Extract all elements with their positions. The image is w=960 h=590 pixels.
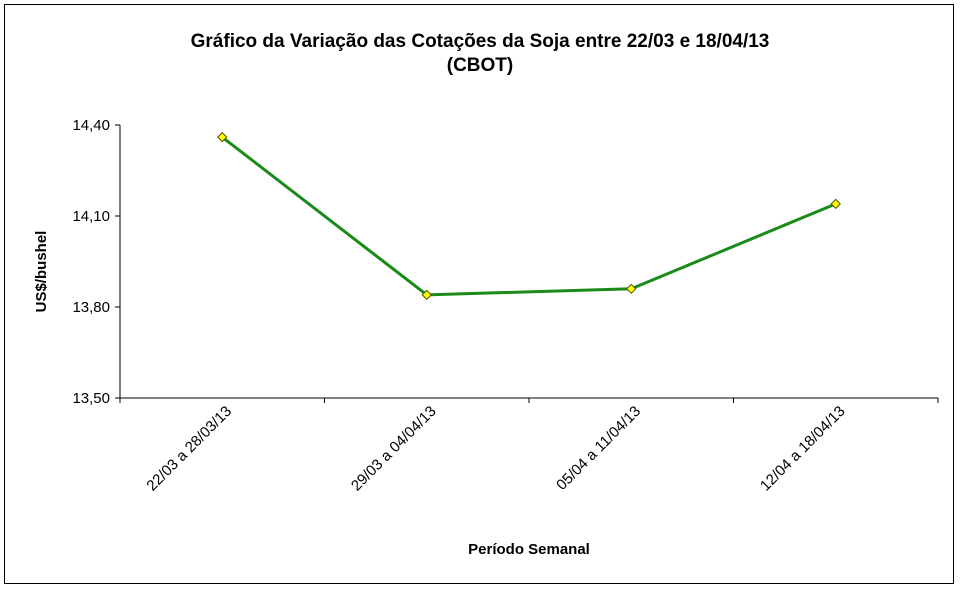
data-series <box>217 131 841 301</box>
data-point-marker <box>217 131 228 143</box>
data-point-marker <box>830 198 841 210</box>
y-axis-ticks: 13,50 13,80 14,10 14,40 <box>72 117 120 407</box>
x-tick-label: 05/04 a 11/04/13 <box>553 403 644 494</box>
y-tick-label: 14,40 <box>72 117 110 134</box>
data-point-marker <box>421 289 432 301</box>
chart-title: Gráfico da Variação das Cotações da Soja… <box>0 30 960 78</box>
x-tick-label: 29/03 a 04/04/13 <box>348 403 440 495</box>
x-tick-label: 12/04 a 18/04/13 <box>757 403 849 495</box>
y-tick-label: 13,50 <box>72 390 110 407</box>
y-axis-title: US$/bushel <box>33 231 50 313</box>
chart-subtitle: (CBOT) <box>446 55 514 76</box>
y-tick-label: 14,10 <box>72 208 110 225</box>
y-tick-label: 13,80 <box>72 299 110 316</box>
series-line <box>221 135 837 297</box>
x-axis-ticks: 22/03 a 28/03/13 29/03 a 04/04/13 05/04 a … <box>119 398 939 495</box>
x-axis-title: Período Semanal <box>468 541 590 558</box>
data-point-marker <box>626 283 637 295</box>
chart-axes <box>119 125 938 399</box>
x-tick-label: 22/03 a 28/03/13 <box>143 403 235 495</box>
chart-title-line1: Gráfico da Variação das Cotações da Soja… <box>190 31 770 52</box>
